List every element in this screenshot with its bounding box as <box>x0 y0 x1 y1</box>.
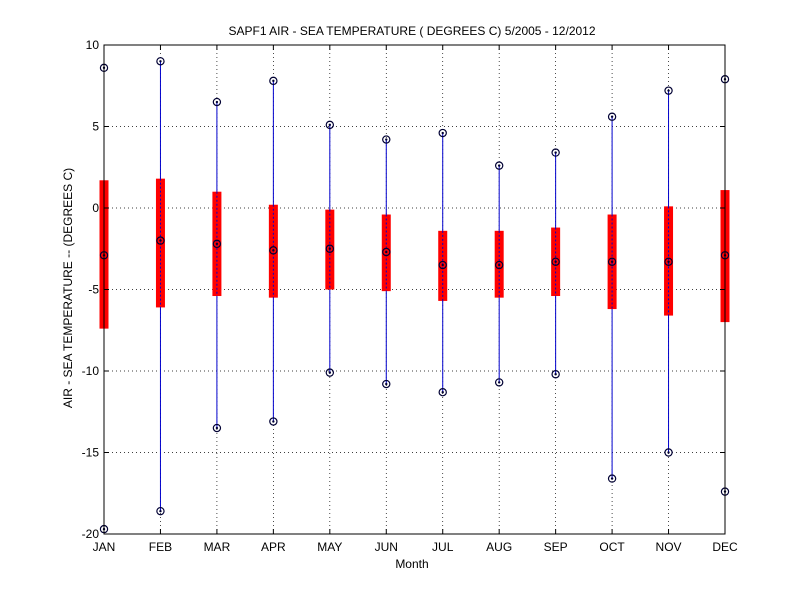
max-marker <box>607 112 617 121</box>
min-marker-dot <box>667 451 670 454</box>
min-marker <box>156 506 165 516</box>
min-marker <box>551 370 560 379</box>
median-marker-dot <box>385 250 388 254</box>
median-marker-dot <box>554 260 557 263</box>
median-marker <box>664 257 673 266</box>
x-tick-label: FEB <box>149 540 172 554</box>
max-marker <box>212 97 222 107</box>
box-jun <box>381 135 391 389</box>
min-marker-dot <box>554 373 557 376</box>
median-marker-dot <box>272 249 275 252</box>
x-axis-ticks: JAN FEB MAR APR MAY JUN JUL AUG SEP OCT NOV DEC <box>93 45 738 554</box>
x-tick-label: AUG <box>486 540 512 554</box>
median-marker <box>269 246 278 255</box>
median-marker-dot <box>328 247 332 250</box>
x-tick-label: OCT <box>599 540 625 554</box>
min-marker <box>438 387 447 397</box>
x-tick-label: NOV <box>656 540 682 554</box>
box-feb <box>155 57 165 516</box>
box-aug <box>494 161 504 387</box>
min-marker <box>664 448 673 457</box>
x-axis-label: Month <box>395 557 428 571</box>
max-marker-dot <box>385 138 388 141</box>
median-marker <box>325 244 335 253</box>
median-marker-dot <box>497 263 501 267</box>
min-marker <box>607 474 617 483</box>
min-marker-dot <box>610 477 614 480</box>
x-tick-label: JUN <box>375 540 398 554</box>
max-marker-dot <box>667 89 670 92</box>
median-marker <box>607 257 617 266</box>
box-may <box>325 120 335 377</box>
max-marker-dot <box>554 151 557 154</box>
max-marker <box>269 76 278 86</box>
max-marker-dot <box>272 79 275 83</box>
box-sep <box>551 148 561 379</box>
min-marker <box>269 417 278 426</box>
max-marker-dot <box>441 131 444 135</box>
max-marker-dot <box>159 60 162 63</box>
box-oct <box>607 112 617 483</box>
plot-area <box>104 45 725 534</box>
y-tick-label: 0 <box>92 201 99 215</box>
y-axis-ticks: -20 -15 -10 -5 0 5 10 <box>82 38 725 541</box>
min-marker-dot <box>441 390 444 394</box>
median-marker <box>551 257 560 266</box>
y-axis-label: AIR - SEA TEMPERATURE -- (DEGREES C) <box>61 168 75 408</box>
max-marker <box>382 135 391 144</box>
x-tick-label: DEC <box>712 540 738 554</box>
x-tick-label: MAY <box>317 540 342 554</box>
median-marker <box>156 236 165 245</box>
y-tick-label: 10 <box>86 38 100 52</box>
box-mar <box>212 97 222 433</box>
max-marker-dot <box>610 115 614 118</box>
min-marker <box>325 368 335 377</box>
y-tick-label: -10 <box>82 364 100 378</box>
y-tick-label: -5 <box>88 283 99 297</box>
min-marker-dot <box>215 426 219 430</box>
min-marker-dot <box>385 382 388 386</box>
box-apr <box>268 76 278 426</box>
max-marker-dot <box>328 123 332 127</box>
chart-title: SAPF1 AIR - SEA TEMPERATURE ( DEGREES C)… <box>228 24 595 38</box>
median-marker <box>382 247 391 257</box>
x-tick-label: JAN <box>93 540 116 554</box>
min-marker-dot <box>328 371 332 374</box>
y-tick-label: 5 <box>92 120 99 134</box>
min-marker <box>382 379 391 389</box>
x-tick-label: JUL <box>432 540 454 554</box>
box-nov <box>664 86 674 457</box>
min-marker-dot <box>159 509 162 513</box>
min-marker-dot <box>272 420 275 423</box>
max-marker <box>156 57 165 66</box>
min-marker <box>494 378 504 387</box>
box-jul <box>438 128 448 397</box>
max-marker <box>551 148 560 157</box>
median-marker-dot <box>667 260 670 263</box>
median-marker <box>212 239 222 249</box>
median-marker-dot <box>441 263 444 267</box>
median-marker <box>438 260 447 270</box>
min-marker <box>212 423 222 433</box>
max-marker <box>438 128 447 138</box>
max-marker <box>494 161 504 170</box>
x-tick-label: APR <box>261 540 286 554</box>
median-marker-dot <box>215 242 219 246</box>
x-tick-label: SEP <box>544 540 568 554</box>
max-marker <box>325 120 335 130</box>
median-marker-dot <box>159 239 162 242</box>
x-tick-label: MAR <box>204 540 231 554</box>
max-marker <box>664 86 673 95</box>
median-marker <box>494 260 504 270</box>
min-marker-dot <box>497 381 501 384</box>
max-marker-dot <box>497 164 501 167</box>
median-marker-dot <box>610 260 614 263</box>
y-tick-label: -15 <box>82 446 100 460</box>
max-marker-dot <box>215 100 219 104</box>
y-tick-label: -20 <box>82 527 100 541</box>
